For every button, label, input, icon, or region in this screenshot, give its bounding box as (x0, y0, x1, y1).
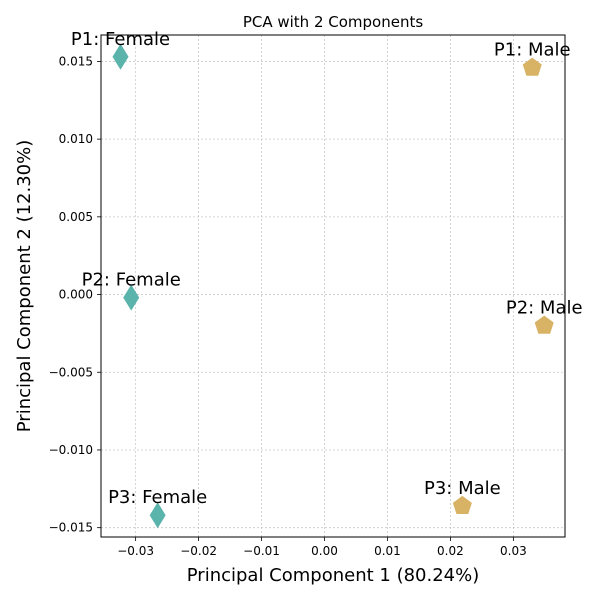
y-tick-label: 0.000 (59, 288, 93, 302)
y-tick-label: 0.005 (59, 210, 93, 224)
male-pentagon-marker (522, 57, 542, 76)
female-diamond-marker (123, 284, 140, 311)
x-tick-label: 0.01 (374, 544, 401, 558)
x-axis-label: Principal Component 1 (80.24%) (187, 565, 480, 586)
x-tick-label: 0.03 (500, 544, 527, 558)
data-points (112, 43, 554, 529)
y-tick-label: 0.010 (59, 132, 93, 146)
point-label: P3: Female (108, 487, 207, 508)
point-label: P1: Female (71, 29, 170, 50)
x-tick-label: −0.02 (180, 544, 217, 558)
y-tick-label: 0.015 (59, 54, 93, 68)
y-axis-label: Principal Component 2 (12.30%) (14, 140, 35, 433)
x-tick-label: −0.03 (117, 544, 154, 558)
male-pentagon-marker (534, 315, 554, 334)
y-axis-ticks: −0.015 −0.010 −0.005 0.000 0.005 0.010 0.015 (49, 54, 101, 535)
point-label: P2: Male (506, 298, 583, 319)
point-label: P3: Male (424, 478, 501, 499)
plot-frame (100, 34, 566, 538)
x-tick-label: 0.00 (311, 544, 338, 558)
y-tick-label: −0.010 (49, 443, 93, 457)
chart-title: PCA with 2 Components (243, 13, 424, 31)
y-tick-label: −0.005 (49, 365, 93, 379)
point-labels: P1: Female P2: Female P3: Female P1: Male P2… (71, 29, 583, 508)
male-pentagon-marker (452, 495, 472, 515)
female-diamond-marker (149, 502, 166, 529)
grid-lines (101, 35, 565, 537)
female-diamond-marker (112, 43, 129, 70)
x-axis-ticks: −0.03 −0.02 −0.01 0.00 0.01 0.02 0.03 (117, 537, 527, 558)
point-label: P2: Female (82, 270, 181, 291)
y-tick-label: −0.015 (49, 521, 93, 535)
point-label: P1: Male (494, 40, 571, 61)
x-tick-label: −0.01 (243, 544, 280, 558)
x-tick-label: 0.02 (437, 544, 464, 558)
